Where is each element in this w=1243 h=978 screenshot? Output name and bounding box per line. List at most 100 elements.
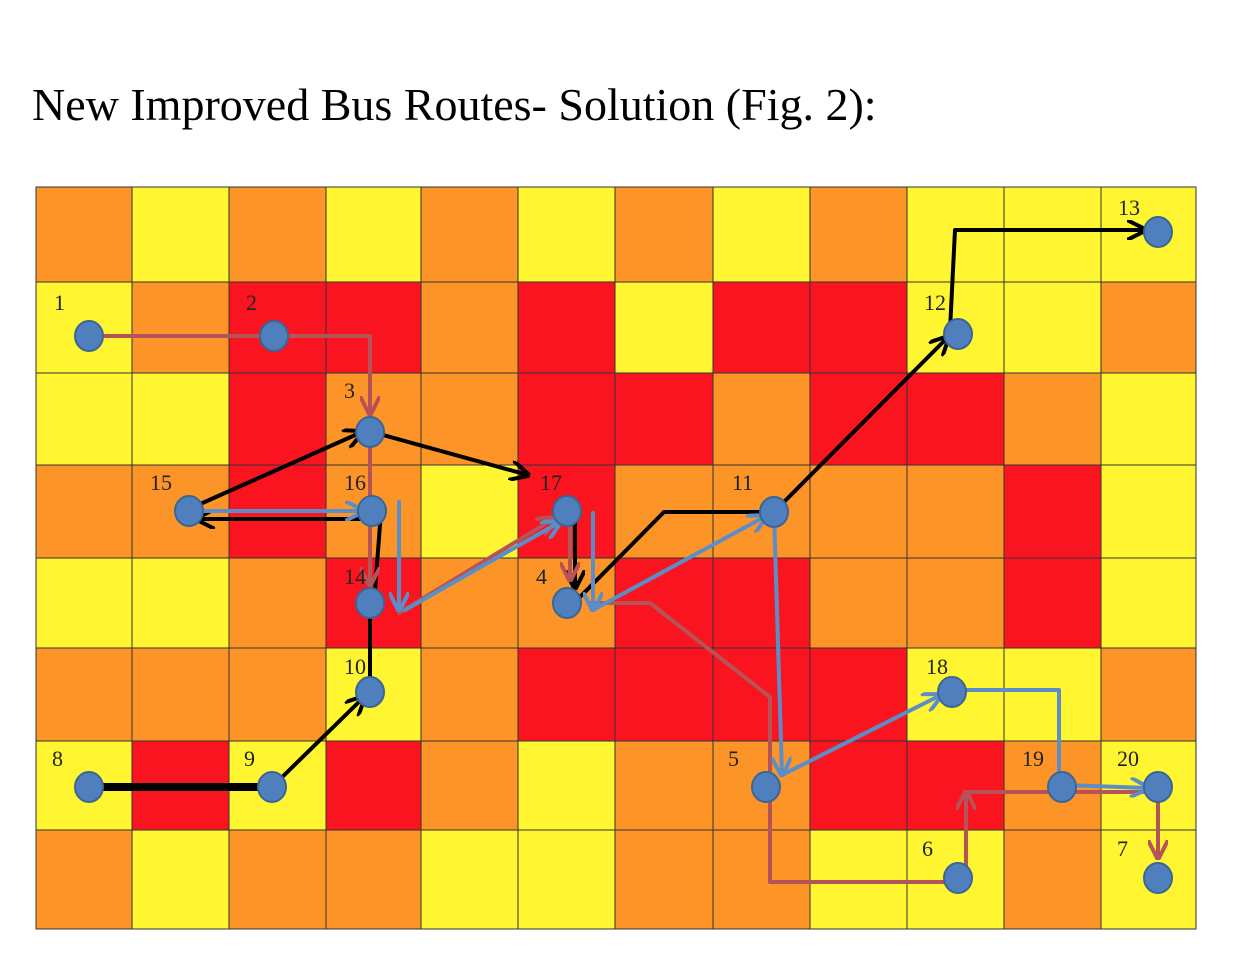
grid-cell-r1-c2 <box>131 186 230 283</box>
grid-cell-r2-c5 <box>420 281 519 374</box>
grid-cell-r5-c8 <box>712 557 811 649</box>
grid-cell-r7-c10 <box>906 740 1005 831</box>
grid-cell-r8-c7 <box>614 829 714 930</box>
bus-stop-4[interactable] <box>552 587 582 619</box>
grid-cell-r2-c9 <box>809 281 908 374</box>
grid-cell-r6-c9 <box>809 647 908 742</box>
bus-stop-10[interactable] <box>355 676 385 708</box>
grid-cell-r8-c5 <box>420 829 519 930</box>
grid-cell-r7-c7 <box>614 740 714 831</box>
grid-cell-r5-c12 <box>1100 557 1197 649</box>
grid-cell-r6-c1 <box>35 647 133 742</box>
grid-cell-r2-c8 <box>712 281 811 374</box>
route-black-segment-11-12 <box>772 337 948 514</box>
grid-cell-r3-c9 <box>809 372 908 466</box>
route-black-segment-4-11 <box>575 510 776 602</box>
grid-cell-r6-c7 <box>614 647 714 742</box>
bus-stop-6[interactable] <box>943 862 973 894</box>
grid-cell-r4-c12 <box>1100 464 1197 559</box>
grid-cell-r5-c11 <box>1003 557 1102 649</box>
grid-cell-r1-c4 <box>325 186 422 283</box>
grid-cell-r1-c9 <box>809 186 908 283</box>
bus-stop-3[interactable] <box>355 416 385 448</box>
stop-label-20: 20 <box>1117 746 1139 771</box>
grid-cell-r1-c8 <box>712 186 811 283</box>
grid-cell-r3-c7 <box>614 372 714 466</box>
stop-label-16: 16 <box>344 470 366 495</box>
grid-cell-r2-c12 <box>1100 281 1197 374</box>
route-blue-segment-5-18 <box>780 695 941 777</box>
grid-cell-r5-c1 <box>35 557 133 649</box>
bus-stop-7[interactable] <box>1143 862 1173 894</box>
stop-label-7: 7 <box>1117 836 1128 861</box>
bus-stops <box>74 216 1173 894</box>
stop-label-17: 17 <box>540 470 562 495</box>
grid-cell-r8-c1 <box>35 829 133 930</box>
grid-cell-r3-c11 <box>1003 372 1102 466</box>
bus-stop-9[interactable] <box>257 771 287 803</box>
bus-stop-20[interactable] <box>1143 771 1173 803</box>
route-black-segment-12-13 <box>948 230 1147 332</box>
route-black <box>85 230 1147 791</box>
grid-cell-r2-c7 <box>614 281 714 374</box>
grid-cell-r3-c3 <box>228 372 327 466</box>
route-red-segment-5-6 <box>768 783 960 884</box>
stop-label-18: 18 <box>926 654 948 679</box>
bus-stop-1[interactable] <box>74 320 104 352</box>
grid-cell-r5-c3 <box>228 557 327 649</box>
stop-label-8: 8 <box>52 746 63 771</box>
grid-cell-r5-c2 <box>131 557 230 649</box>
bus-stop-13[interactable] <box>1143 216 1173 248</box>
bus-stop-15[interactable] <box>174 495 204 527</box>
grid-cell-r1-c1 <box>35 186 133 283</box>
bus-stop-8[interactable] <box>74 771 104 803</box>
bus-stop-18[interactable] <box>937 676 967 708</box>
grid-cell-r3-c2 <box>131 372 230 466</box>
grid-cell-r1-c3 <box>228 186 327 283</box>
route-blue-segment-11-5 <box>774 510 782 775</box>
grid-cell-r6-c5 <box>420 647 519 742</box>
route-red-segment-4-5 <box>588 601 772 787</box>
bus-stop-16[interactable] <box>357 495 387 527</box>
grid-cell-r7-c4 <box>325 740 422 831</box>
stop-label-3: 3 <box>344 378 355 403</box>
route-blue <box>187 500 1148 788</box>
grid-cell-r1-c7 <box>614 186 714 283</box>
grid-cell-r8-c9 <box>809 829 908 930</box>
stop-label-19: 19 <box>1022 746 1044 771</box>
grid-cell-r8-c3 <box>228 829 327 930</box>
stop-label-11: 11 <box>732 470 753 495</box>
grid-cell-r7-c6 <box>517 740 616 831</box>
stop-label-10: 10 <box>344 654 366 679</box>
route-blue-segment-19-20 <box>1062 785 1148 788</box>
grid-cell-r3-c10 <box>906 372 1005 466</box>
grid-cell-r2-c4 <box>325 281 422 374</box>
route-lines <box>85 230 1158 884</box>
stop-label-6: 6 <box>922 836 933 861</box>
grid-cell-r1-c11 <box>1003 186 1102 283</box>
bus-stop-11[interactable] <box>759 496 789 528</box>
grid-cell-r3-c1 <box>35 372 133 466</box>
stop-label-14: 14 <box>344 564 366 589</box>
bus-stop-12[interactable] <box>943 318 973 350</box>
bus-stop-2[interactable] <box>259 320 289 352</box>
grid-cell-r1-c5 <box>420 186 519 283</box>
bus-stop-17[interactable] <box>552 495 582 527</box>
grid-cell-r6-c11 <box>1003 647 1102 742</box>
grid-cells <box>35 186 1197 930</box>
stop-label-2: 2 <box>246 290 257 315</box>
page-title: New Improved Bus Routes- Solution (Fig. … <box>32 79 877 130</box>
grid-cell-r8-c4 <box>325 829 422 930</box>
grid-cell-r2-c11 <box>1003 281 1102 374</box>
grid-cell-r4-c9 <box>809 464 908 559</box>
grid-cell-r8-c6 <box>517 829 616 930</box>
bus-stop-14[interactable] <box>355 587 385 619</box>
bus-stop-5[interactable] <box>751 771 781 803</box>
grid-cell-r4-c11 <box>1003 464 1102 559</box>
grid-cell-r4-c10 <box>906 464 1005 559</box>
grid-cell-r2-c2 <box>131 281 230 374</box>
route-black-segment-14-16 <box>372 510 383 605</box>
route-red-segment-2-3 <box>272 334 370 416</box>
bus-stop-19[interactable] <box>1047 771 1077 803</box>
